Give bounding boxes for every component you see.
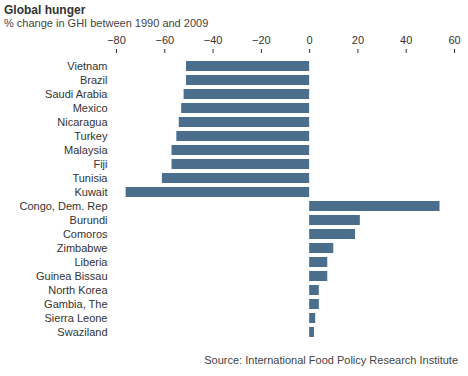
svg-text:−80: −80: [107, 34, 126, 46]
svg-text:Vietnam: Vietnam: [67, 60, 107, 72]
svg-text:Tunisia: Tunisia: [72, 172, 108, 184]
svg-text:Brazil: Brazil: [80, 74, 108, 86]
svg-text:Swaziland: Swaziland: [57, 326, 107, 338]
svg-text:60: 60: [448, 34, 460, 46]
html-text:Global hunger: Global hunger: [4, 3, 86, 17]
svg-text:40: 40: [400, 34, 412, 46]
svg-text:20: 20: [352, 34, 364, 46]
svg-text:Zimbabwe: Zimbabwe: [57, 242, 108, 254]
svg-text:Comoros: Comoros: [63, 228, 108, 240]
svg-text:−60: −60: [155, 34, 174, 46]
svg-text:Liberia: Liberia: [74, 256, 108, 268]
svg-text:Sierra Leone: Sierra Leone: [45, 312, 108, 324]
svg-text:Burundi: Burundi: [70, 214, 108, 226]
svg-text:Mexico: Mexico: [73, 102, 108, 114]
svg-text:Kuwait: Kuwait: [74, 186, 107, 198]
svg-text:Gambia, The: Gambia, The: [44, 298, 107, 310]
svg-text:−20: −20: [252, 34, 271, 46]
svg-text:Saudi Arabia: Saudi Arabia: [45, 88, 108, 100]
svg-text:0: 0: [307, 34, 313, 46]
svg-text:Turkey: Turkey: [74, 130, 108, 142]
svg-text:Fiji: Fiji: [93, 158, 107, 170]
svg-text:Nicaragua: Nicaragua: [57, 116, 108, 128]
svg-text:Malaysia: Malaysia: [64, 144, 108, 156]
svg-text:Congo, Dem. Rep: Congo, Dem. Rep: [19, 200, 107, 212]
html-text:% change in GHI between 1990 a: % change in GHI between 1990 and 2009: [4, 17, 209, 29]
svg-text:−40: −40: [204, 34, 223, 46]
svg-text:North Korea: North Korea: [48, 284, 108, 296]
html-text:Source: International Food Pol: Source: International Food Policy Resear…: [204, 354, 458, 366]
svg-text:Guinea Bissau: Guinea Bissau: [36, 270, 108, 282]
